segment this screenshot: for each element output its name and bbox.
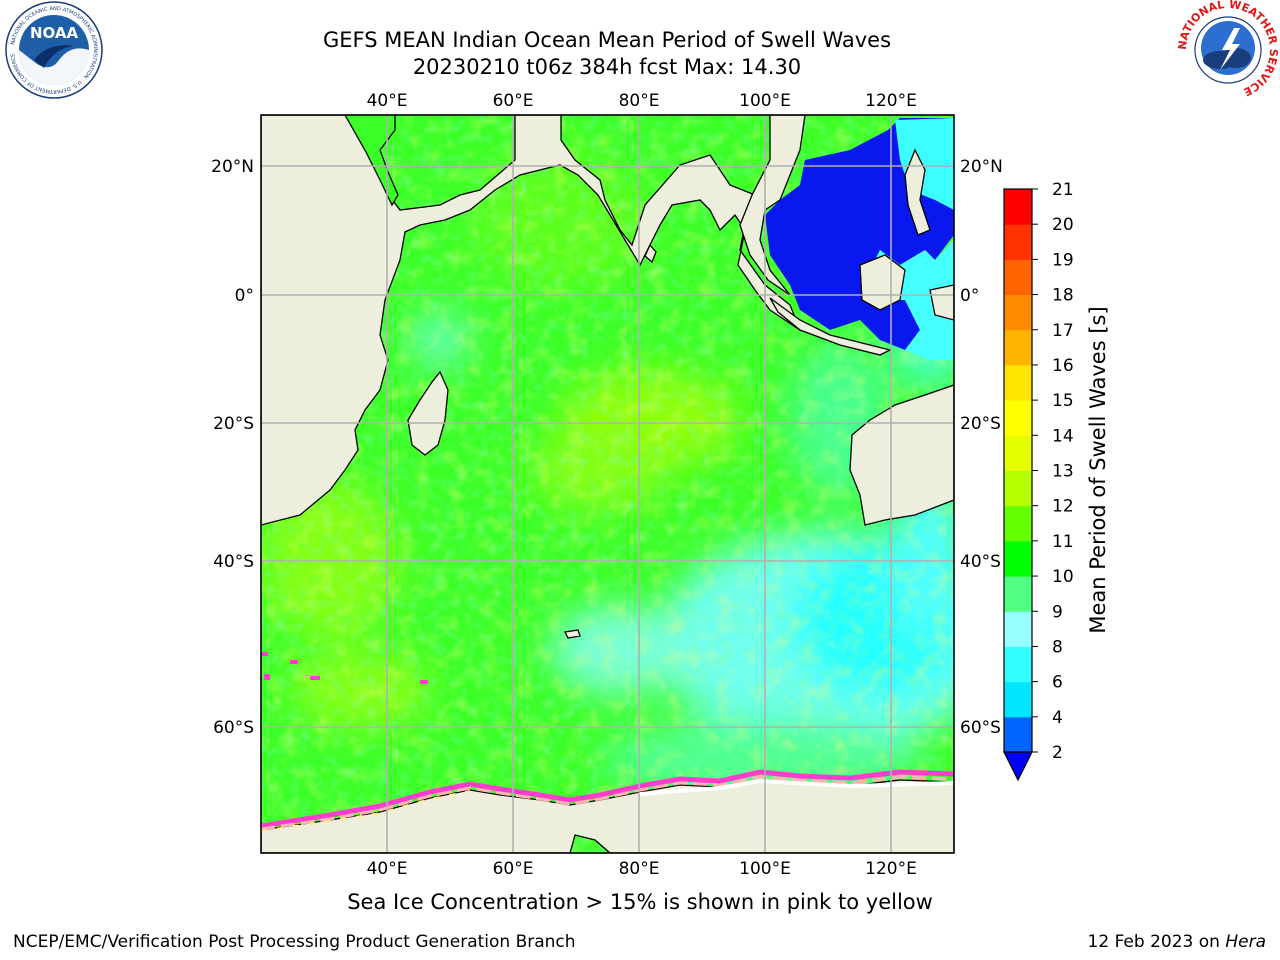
colorbar-tick-label: 14: [1052, 426, 1074, 446]
colorbar-tick-label: 4: [1052, 708, 1063, 728]
colorbar-tick-label: 8: [1052, 637, 1063, 657]
sea-ice-note: Sea Ice Concentration > 15% is shown in …: [0, 890, 1280, 914]
lon-label: 120°E: [865, 859, 917, 879]
colorbar-tick-label: 17: [1052, 321, 1074, 341]
colorbar-label: Mean Period of Swell Waves [s]: [1086, 306, 1110, 634]
colorbar-segment: [1004, 259, 1032, 296]
colorbar-segment: [1004, 189, 1032, 225]
colorbar-tick-label: 9: [1052, 602, 1063, 622]
colorbar: 2 4 6 8 9 10 11 12 13 14 15 16 17 18 19 20 21: [1003, 180, 1074, 782]
lon-label: 80°E: [619, 91, 660, 111]
nws-logo: NATIONAL WEATHER SERVICE: [1176, 0, 1280, 98]
lat-label: 60°S: [213, 718, 254, 738]
lat-label: 20°S: [213, 414, 254, 434]
colorbar-segment: [1004, 646, 1032, 683]
footer-date-text: 12 Feb 2023 on: [1087, 932, 1226, 952]
lat-label: 60°S: [960, 718, 1001, 738]
footer-credit: NCEP/EMC/Verification Post Processing Pr…: [13, 932, 576, 952]
lat-label: 20°N: [960, 157, 1003, 177]
colorbar-segment: [1004, 400, 1032, 436]
colorbar-segment: [1004, 505, 1032, 542]
lat-label: 20°N: [211, 157, 254, 177]
colorbar-segment: [1004, 576, 1032, 612]
colorbar-tick-label: 6: [1052, 673, 1063, 693]
colorbar-tick-label: 2: [1052, 743, 1063, 763]
colorbar-under-arrow: [1003, 751, 1033, 782]
lat-label: 0°: [960, 286, 979, 306]
plot-title: GEFS MEAN Indian Ocean Mean Period of Sw…: [322, 28, 892, 52]
noaa-logo-text: NOAA: [30, 24, 79, 42]
lon-label: 40°E: [367, 859, 408, 879]
lat-labels-right: 20°N 0° 20°S 40°S 60°S: [960, 157, 1003, 738]
colorbar-tick-label: 12: [1052, 497, 1074, 517]
colorbar-segment: [1004, 681, 1032, 718]
lon-labels-bottom: 40°E 60°E 80°E 100°E 120°E: [367, 859, 917, 879]
lat-label: 40°S: [213, 552, 254, 572]
colorbar-segment: [1004, 294, 1032, 331]
lon-label: 100°E: [739, 859, 791, 879]
colorbar-segment: [1004, 716, 1032, 753]
lon-label: 40°E: [367, 91, 408, 111]
footer-date: 12 Feb 2023 on Hera: [1088, 932, 1266, 952]
footer-machine: Hera: [1225, 932, 1266, 952]
lat-label: 0°: [235, 286, 254, 306]
lon-label: 120°E: [865, 91, 917, 111]
colorbar-segment: [1004, 224, 1032, 260]
colorbar-tick-label: 10: [1052, 567, 1074, 587]
noaa-logo: NOAA NATIONAL OCEANIC AND ATMOSPHERIC AD…: [5, 1, 103, 99]
colorbar-tick-label: 15: [1052, 391, 1074, 411]
map-area: [261, 115, 954, 853]
colorbar-tick-label: 11: [1052, 532, 1074, 552]
colorbar-tick-label: 19: [1052, 250, 1074, 270]
lon-labels-top: 40°E 60°E 80°E 100°E 120°E: [367, 91, 917, 111]
lon-label: 100°E: [739, 91, 791, 111]
colorbar-tick-label: 21: [1052, 180, 1074, 200]
map-frame: [260, 114, 955, 854]
colorbar-segment: [1004, 540, 1032, 577]
lon-label: 60°E: [493, 859, 534, 879]
colorbar-tick-label: 16: [1052, 356, 1074, 376]
colorbar-tick-label: 20: [1052, 215, 1074, 235]
colorbar-segment: [1004, 611, 1032, 647]
lat-label: 40°S: [960, 552, 1001, 572]
lat-labels-left: 20°N 0° 20°S 40°S 60°S: [211, 157, 254, 738]
lat-label: 20°S: [960, 414, 1001, 434]
graticule: [261, 115, 954, 853]
plot-subtitle: 20230210 t06z 384h fcst Max: 14.30: [412, 55, 802, 79]
colorbar-tick-label: 18: [1052, 286, 1074, 306]
colorbar-tick-label: 13: [1052, 462, 1074, 482]
colorbar-segment: [1004, 435, 1032, 471]
sea-ice-edge: [261, 652, 954, 832]
sea-ice-note-text: Sea Ice Concentration > 15% is shown in …: [347, 890, 933, 914]
colorbar-segment: [1004, 470, 1032, 507]
colorbar-segment: [1004, 364, 1032, 401]
colorbar-segment: [1004, 329, 1032, 366]
lon-label: 80°E: [619, 859, 660, 879]
lon-label: 60°E: [493, 91, 534, 111]
